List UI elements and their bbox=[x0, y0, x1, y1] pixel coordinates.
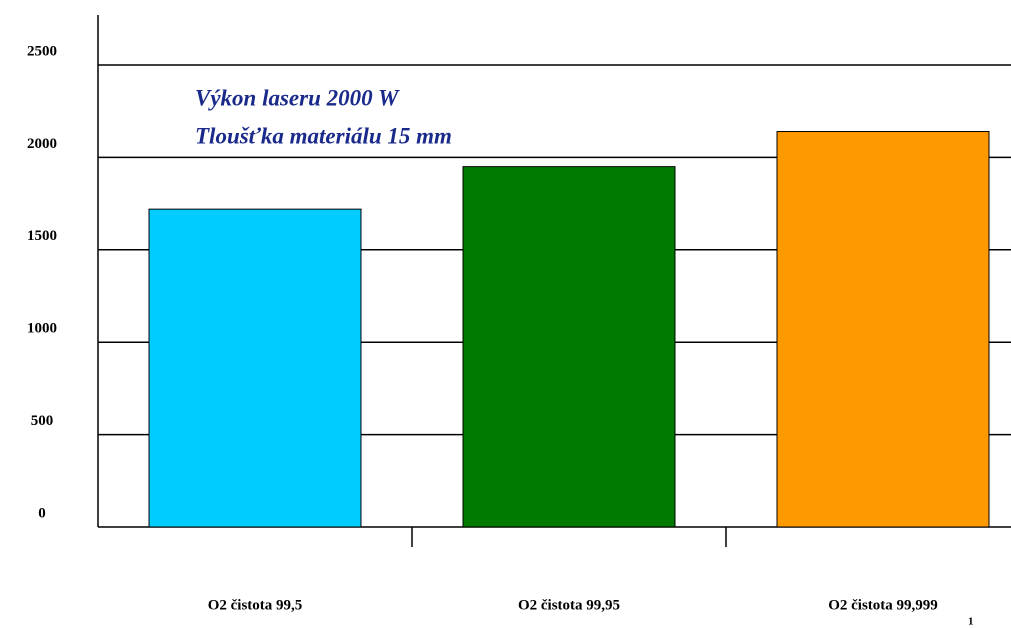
y-tick-label: 1500 bbox=[27, 228, 57, 244]
x-tick-label: O2 čistota 99,5 bbox=[208, 597, 303, 613]
page-number: 1 bbox=[968, 616, 974, 628]
y-tick-label: 500 bbox=[31, 413, 54, 429]
x-tick-label: O2 čistota 99,95 bbox=[518, 597, 620, 613]
annotation: Tloušťka materiálu 15 mm bbox=[195, 123, 452, 148]
x-tick-label: O2 čistota 99,999 bbox=[828, 597, 938, 613]
annotation: Výkon laseru 2000 W bbox=[195, 85, 400, 110]
y-tick-label: 2500 bbox=[27, 43, 57, 59]
bar bbox=[148, 208, 362, 528]
y-tick-label: 2000 bbox=[27, 136, 57, 152]
bar bbox=[462, 166, 676, 528]
y-tick-label: 1000 bbox=[27, 321, 57, 337]
y-tick-label: 0 bbox=[38, 505, 46, 521]
bar bbox=[776, 131, 990, 528]
